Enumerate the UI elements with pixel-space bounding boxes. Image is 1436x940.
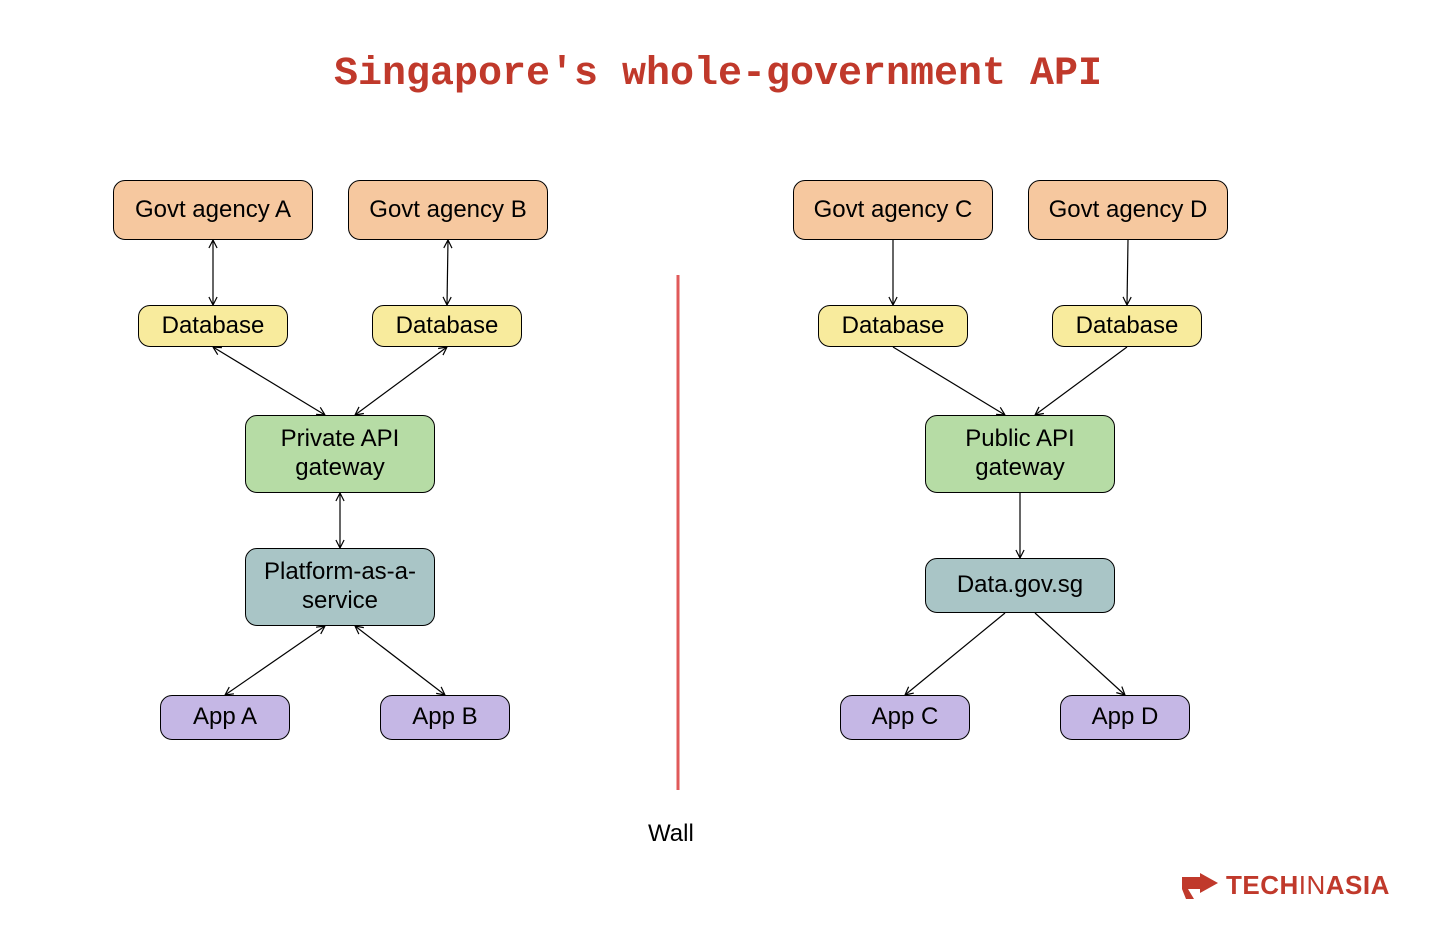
logo-text-right: ASIA: [1326, 870, 1390, 900]
brand-logo: TECHINASIA: [1180, 870, 1390, 901]
logo-mark-icon: [1180, 871, 1220, 901]
logo-text-mid: IN: [1299, 870, 1326, 900]
logo-text-left: TECH: [1226, 870, 1299, 900]
node-appA: App A: [160, 695, 290, 740]
node-dbB: Database: [372, 305, 522, 347]
node-privGw: Private API gateway: [245, 415, 435, 493]
node-dbD: Database: [1052, 305, 1202, 347]
node-paas: Platform-as-a-service: [245, 548, 435, 626]
node-appC: App C: [840, 695, 970, 740]
node-dbC: Database: [818, 305, 968, 347]
node-appD: App D: [1060, 695, 1190, 740]
node-pubGw: Public API gateway: [925, 415, 1115, 493]
node-agencyA: Govt agency A: [113, 180, 313, 240]
node-dgov: Data.gov.sg: [925, 558, 1115, 613]
edges-layer: [0, 0, 1436, 940]
node-agencyB: Govt agency B: [348, 180, 548, 240]
node-appB: App B: [380, 695, 510, 740]
logo-text: TECHINASIA: [1226, 870, 1390, 901]
node-agencyC: Govt agency C: [793, 180, 993, 240]
node-dbA: Database: [138, 305, 288, 347]
diagram-title: Singapore's whole-government API: [0, 52, 1436, 97]
wall-label: Wall: [648, 820, 694, 848]
node-agencyD: Govt agency D: [1028, 180, 1228, 240]
